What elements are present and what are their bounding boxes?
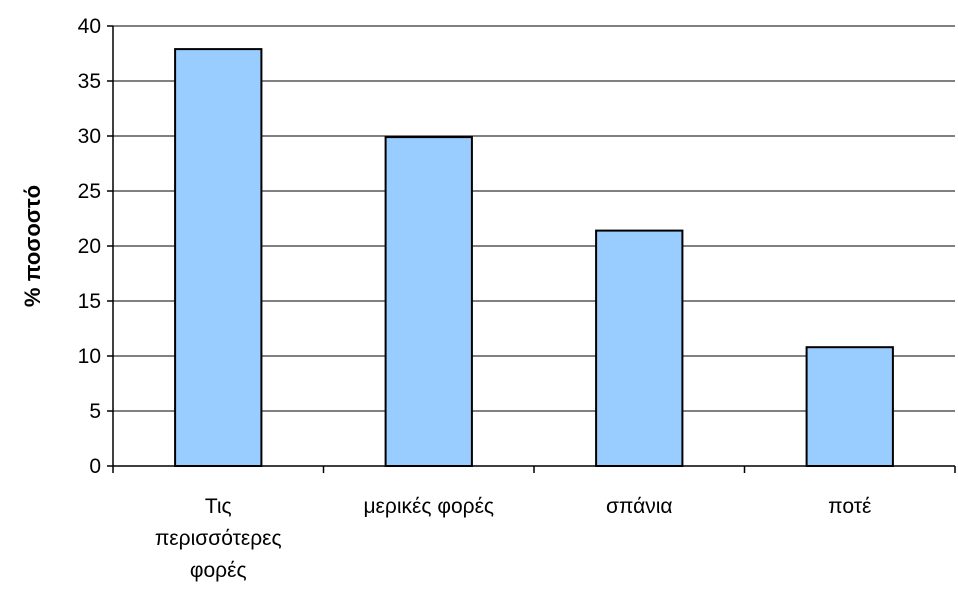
y-tick-label-5: 5	[89, 400, 101, 423]
bars	[174, 48, 894, 468]
x-tick-label-0: Τις περισσότερες φορές	[155, 495, 282, 582]
y-tick-label-25: 25	[78, 180, 101, 203]
y-tick-label-15: 15	[78, 290, 101, 313]
x-tick-label-1: μερικές φορές	[363, 495, 494, 518]
y-tick-label-40: 40	[78, 15, 101, 38]
bar-3	[805, 346, 894, 468]
y-axis-label: % ποσοστό	[20, 185, 45, 307]
bar-1	[384, 136, 473, 467]
y-tick-label-35: 35	[78, 70, 101, 93]
y-tick-label-10: 10	[78, 345, 101, 368]
y-tick-label-30: 30	[78, 125, 101, 148]
y-tick-label-0: 0	[89, 455, 101, 478]
bar-0	[174, 48, 263, 467]
x-tick-label-3: ποτέ	[828, 495, 871, 518]
y-tick-label-20: 20	[78, 235, 101, 258]
axes	[107, 25, 956, 473]
y-tick-labels: 0 5 10 15 20 25 30 35 40	[78, 15, 101, 478]
x-tick-labels: Τις περισσότερες φορές μερικές φορές σπάνια π…	[155, 495, 872, 582]
bar-2	[595, 229, 684, 467]
x-tick-label-2: σπάνια	[606, 495, 673, 518]
